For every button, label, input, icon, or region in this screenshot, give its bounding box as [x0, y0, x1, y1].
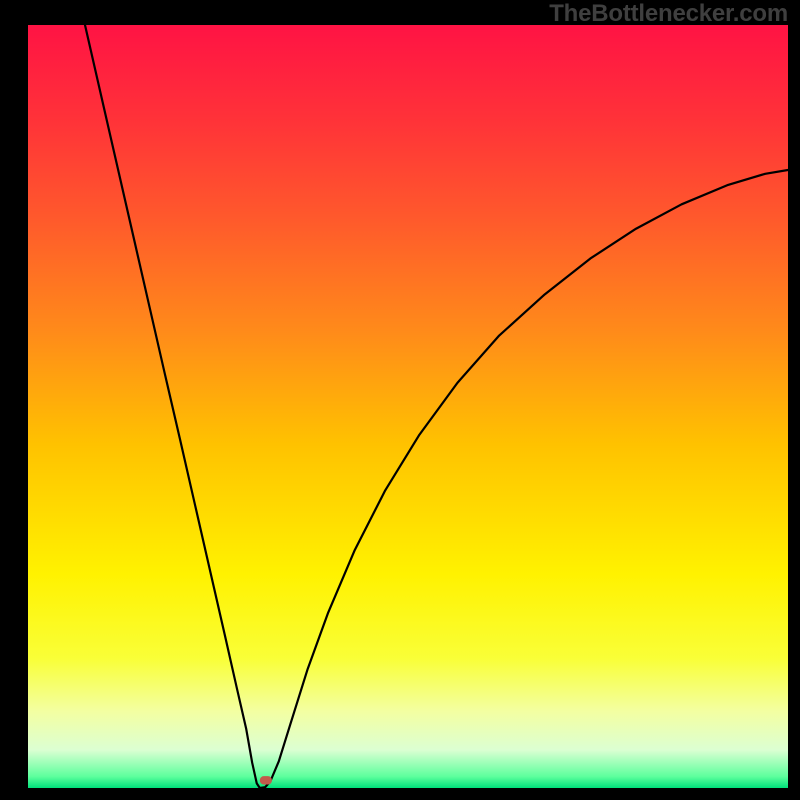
chart-background — [28, 25, 788, 788]
optimal-point-marker — [260, 776, 272, 784]
bottleneck-chart — [28, 25, 788, 788]
watermark-text: TheBottlenecker.com — [549, 0, 788, 28]
